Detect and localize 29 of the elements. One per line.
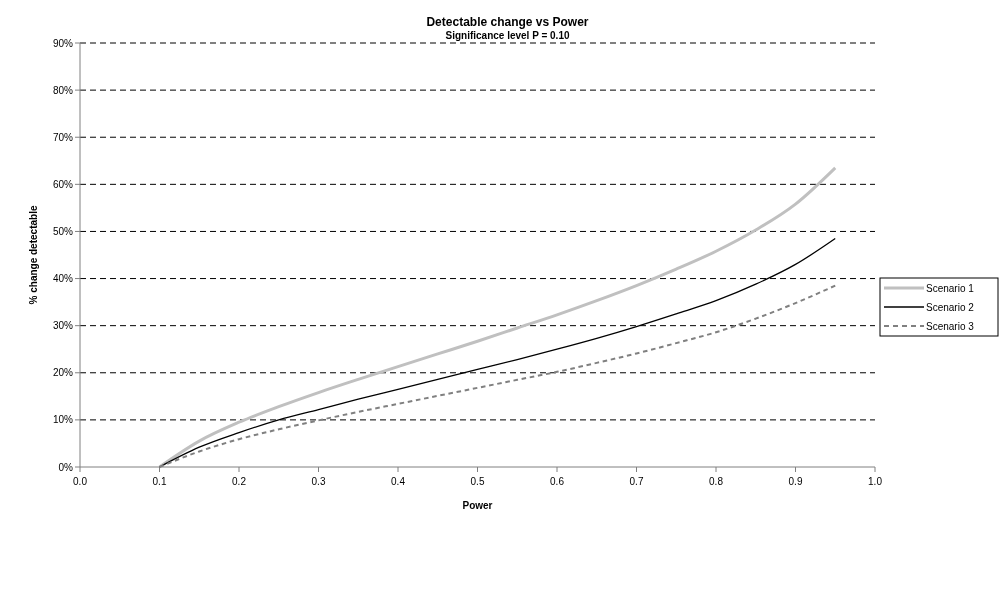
y-tick-label: 0% [58, 461, 74, 473]
x-tick-label: 0.8 [709, 476, 724, 487]
legend-label: Scenario 2 [926, 301, 975, 313]
line-series [158, 166, 837, 469]
y-tick-label: 50% [52, 225, 74, 237]
y-tick-label: 70% [52, 131, 74, 143]
x-tick-label: 0.3 [311, 476, 326, 487]
chart-subtitle: Significance level P = 0.10 [445, 30, 570, 41]
y-tick-label: 40% [52, 273, 74, 285]
x-tick-label: 0.6 [550, 476, 565, 487]
y-axis-title: % change detectable [28, 205, 39, 305]
x-tick-label: 0.9 [788, 476, 803, 487]
legend-label: Scenario 3 [926, 320, 975, 332]
legend-label: Scenario 1 [926, 282, 975, 294]
x-axis-title: Power [462, 500, 493, 511]
x-tick-label: 0.1 [152, 476, 167, 487]
y-tick-label: 90% [52, 37, 74, 49]
y-tick-label: 30% [52, 320, 74, 332]
y-tick-label: 10% [52, 414, 74, 426]
y-tick-label: 20% [52, 367, 74, 379]
chart-title: Detectable change vs Power [426, 15, 589, 29]
x-tick-label: 0.7 [629, 476, 644, 487]
y-tick-label: 60% [52, 178, 74, 190]
x-tick-label: 0.4 [391, 476, 406, 487]
y-tick-label: 80% [52, 84, 74, 96]
x-tick-label: 1.0 [868, 476, 883, 487]
x-tick-label: 0.0 [73, 476, 88, 487]
x-tick-label: 0.2 [232, 476, 247, 487]
x-tick-label: 0.5 [470, 476, 485, 487]
